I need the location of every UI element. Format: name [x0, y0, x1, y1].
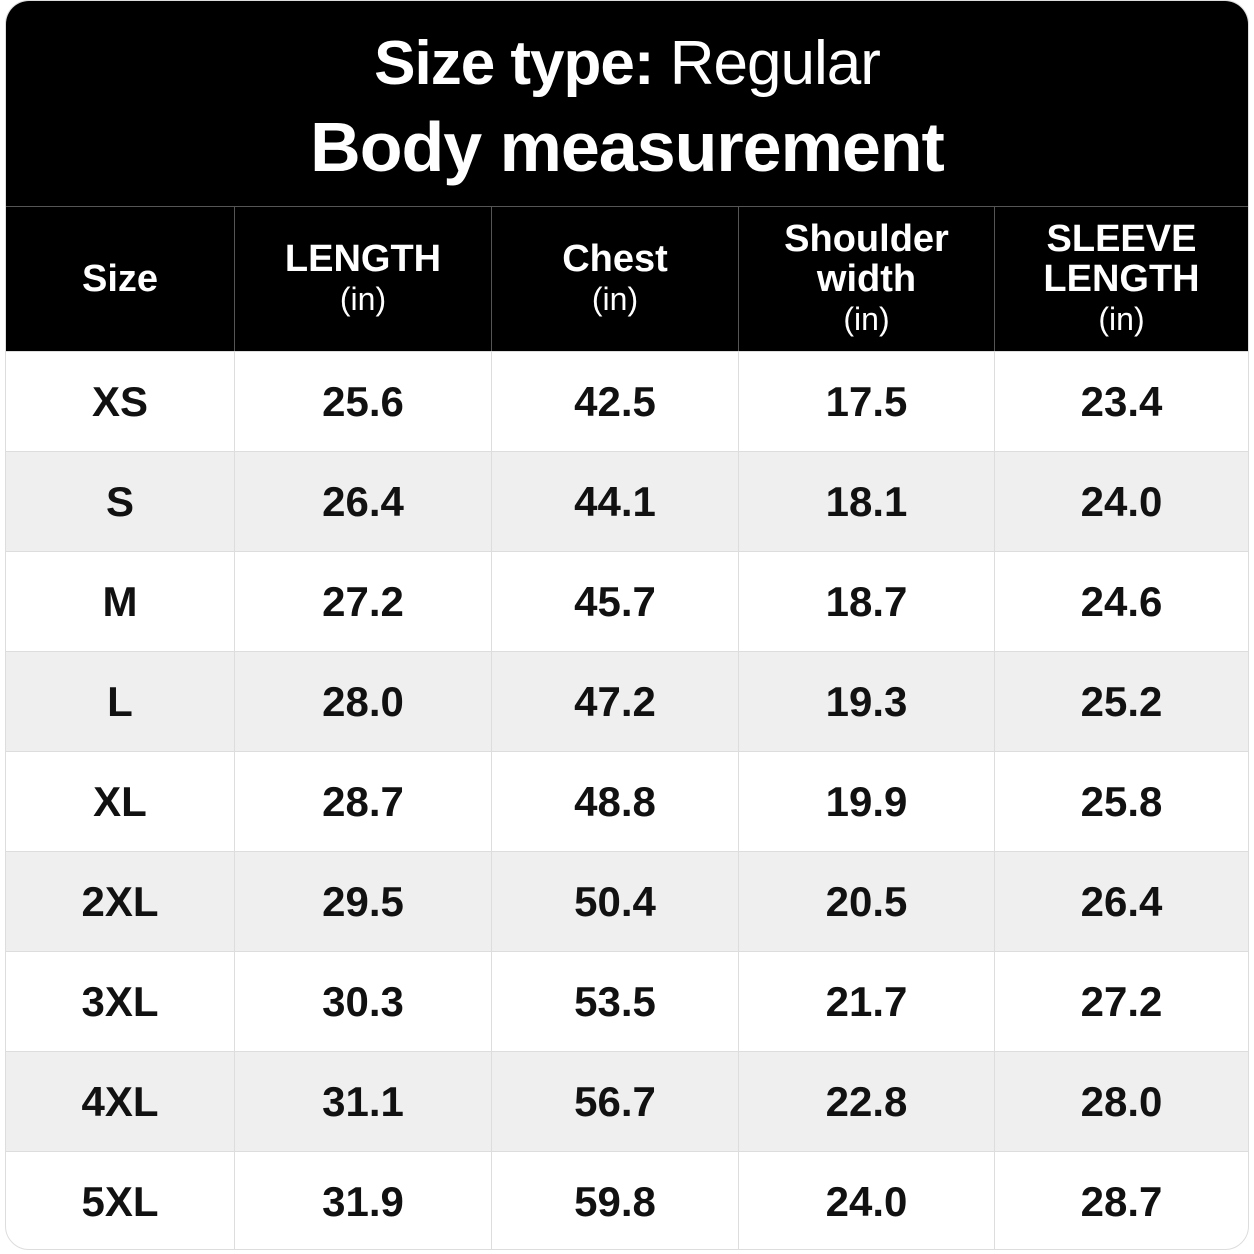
value-cell: 30.3: [234, 951, 491, 1051]
value-cell: 50.4: [491, 851, 738, 951]
value-cell: 42.5: [491, 351, 738, 451]
value-cell: 19.3: [738, 651, 994, 751]
value-cell: 45.7: [491, 551, 738, 651]
column-header: Chest (in): [491, 206, 738, 351]
column-header: LENGTH (in): [234, 206, 491, 351]
value-cell: 27.2: [994, 951, 1248, 1051]
value-cell: 25.2: [994, 651, 1248, 751]
value-cell: 28.0: [234, 651, 491, 751]
value-cell: 17.5: [738, 351, 994, 451]
size-cell: XS: [6, 351, 234, 451]
column-name: Chest: [562, 238, 668, 280]
column-unit: (in): [843, 301, 890, 337]
subtitle: Body measurement: [310, 108, 945, 186]
value-cell: 29.5: [234, 851, 491, 951]
value-cell: 24.0: [994, 451, 1248, 551]
value-cell: 24.6: [994, 551, 1248, 651]
size-cell: 5XL: [6, 1151, 234, 1249]
value-cell: 25.8: [994, 751, 1248, 851]
value-cell: 22.8: [738, 1051, 994, 1151]
value-cell: 59.8: [491, 1151, 738, 1249]
column-name: Size: [81, 258, 159, 300]
value-cell: 53.5: [491, 951, 738, 1051]
column-header: Shoulder width (in): [738, 206, 994, 351]
value-cell: 31.1: [234, 1051, 491, 1151]
value-cell: 28.0: [994, 1051, 1248, 1151]
value-cell: 28.7: [234, 751, 491, 851]
column-name: LENGTH: [284, 238, 442, 280]
size-cell: M: [6, 551, 234, 651]
value-cell: 26.4: [994, 851, 1248, 951]
value-cell: 31.9: [234, 1151, 491, 1249]
size-cell: 4XL: [6, 1051, 234, 1151]
column-unit: (in): [339, 281, 387, 317]
column-name: Shoulder width: [784, 218, 949, 300]
table: Size LENGTH (in) Chest (in) Shoulder width (in…: [6, 206, 1248, 1249]
column-header: SLEEVE LENGTH (in): [994, 206, 1248, 351]
size-cell: S: [6, 451, 234, 551]
value-cell: 21.7: [738, 951, 994, 1051]
value-cell: 28.7: [994, 1151, 1248, 1249]
value-cell: 26.4: [234, 451, 491, 551]
value-cell: 18.7: [738, 551, 994, 651]
value-cell: 25.6: [234, 351, 491, 451]
title-value: Regular: [669, 29, 881, 98]
column-unit: (in): [591, 281, 639, 317]
column-unit: (in): [1098, 301, 1145, 337]
size-cell: 3XL: [6, 951, 234, 1051]
title-label: Size type:: [374, 29, 654, 98]
size-chart: Size type: Regular Body measurement Size…: [5, 0, 1249, 1250]
header: Size type: Regular Body measurement: [6, 1, 1248, 206]
title: Size type: Regular: [6, 29, 1248, 99]
size-cell: L: [6, 651, 234, 751]
value-cell: 48.8: [491, 751, 738, 851]
value-cell: 44.1: [491, 451, 738, 551]
value-cell: 47.2: [491, 651, 738, 751]
value-cell: 20.5: [738, 851, 994, 951]
value-cell: 56.7: [491, 1051, 738, 1151]
value-cell: 18.1: [738, 451, 994, 551]
value-cell: 19.9: [738, 751, 994, 851]
column-header: Size: [6, 206, 234, 351]
value-cell: 27.2: [234, 551, 491, 651]
size-cell: XL: [6, 751, 234, 851]
value-cell: 23.4: [994, 351, 1248, 451]
value-cell: 24.0: [738, 1151, 994, 1249]
column-name: SLEEVE LENGTH: [1043, 218, 1200, 300]
size-cell: 2XL: [6, 851, 234, 951]
